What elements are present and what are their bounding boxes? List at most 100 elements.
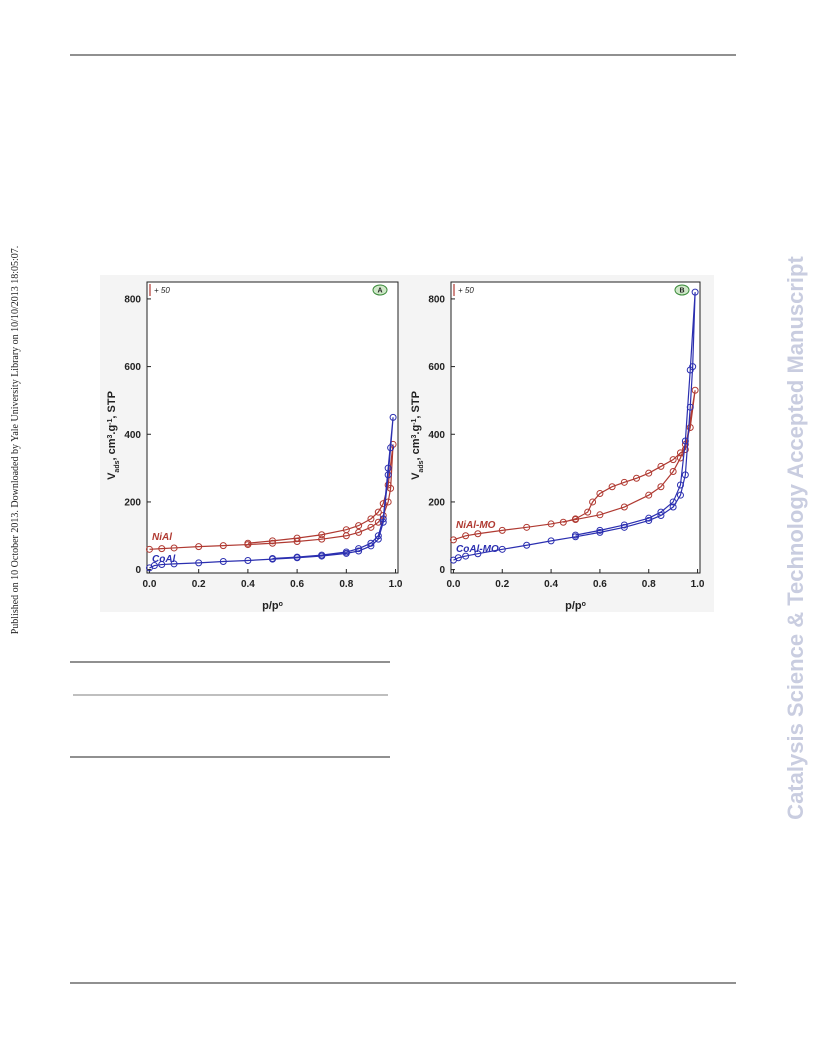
y-tick-label: 400	[124, 430, 141, 441]
data-point	[269, 537, 276, 545]
data-point	[244, 539, 252, 547]
data-point	[669, 498, 677, 506]
x-tick-label: 0.2	[192, 579, 206, 590]
data-point	[367, 515, 375, 523]
x-axis-label-part: o	[279, 601, 283, 608]
data-point	[523, 523, 531, 531]
series-line	[453, 292, 696, 561]
data-point	[374, 508, 382, 516]
panel-label: B	[679, 288, 684, 295]
data-point	[158, 545, 166, 553]
y-axis-label-part: , cm	[410, 438, 422, 460]
data-point	[645, 517, 653, 525]
x-axis-label: p/po	[262, 600, 283, 612]
data-point	[387, 444, 395, 452]
data-point	[669, 503, 677, 511]
y-axis-label-part: -1	[107, 418, 114, 424]
y-tick-label: 800	[428, 294, 445, 305]
data-point	[367, 523, 375, 531]
x-tick-label: 0.4	[544, 579, 558, 590]
data-point	[293, 553, 301, 561]
data-point	[195, 543, 203, 551]
data-point	[676, 491, 684, 499]
y-axis-label-part: ads	[114, 460, 121, 472]
y-axis-label-part: , cm	[106, 438, 118, 460]
watermark: Catalysis Science & Technology Accepted …	[783, 256, 808, 820]
data-point	[318, 531, 326, 539]
data-point	[170, 544, 178, 552]
data-point	[657, 511, 665, 519]
data-point	[379, 518, 387, 526]
x-tick-label: 1.0	[389, 579, 403, 590]
data-point	[462, 552, 470, 560]
data-point	[657, 483, 665, 491]
data-point	[449, 536, 457, 544]
data-point	[633, 474, 641, 482]
data-point	[318, 551, 326, 559]
data-point	[681, 471, 689, 479]
data-point	[355, 528, 363, 536]
data-point	[342, 526, 350, 534]
y-tick-label: 0	[439, 565, 445, 576]
data-point	[498, 526, 506, 534]
data-point	[681, 437, 689, 445]
data-point	[367, 539, 375, 547]
data-point	[379, 515, 387, 523]
data-point	[342, 548, 350, 556]
data-point	[620, 521, 628, 529]
x-tick-label: 0.0	[446, 579, 460, 590]
plot-area	[450, 281, 701, 574]
y-axis-label-part: , STP	[410, 391, 422, 419]
data-point	[158, 561, 166, 569]
data-point	[681, 445, 689, 453]
data-point	[572, 531, 579, 539]
data-point	[195, 559, 203, 567]
data-point	[608, 483, 616, 491]
x-tick-label: 0.8	[642, 579, 656, 590]
data-point	[686, 403, 694, 411]
y-tick-label: 200	[428, 497, 445, 508]
data-point	[657, 508, 665, 516]
panel-badge	[674, 284, 690, 296]
data-point	[559, 518, 567, 526]
data-point	[645, 491, 653, 499]
data-point	[589, 498, 597, 506]
data-point	[669, 456, 677, 464]
x-tick-label: 0.8	[339, 579, 353, 590]
data-point	[596, 528, 604, 536]
y-axis-label-part: .g	[410, 425, 422, 435]
data-point	[269, 539, 276, 547]
series-line	[453, 390, 696, 541]
data-point	[620, 503, 628, 511]
data-point	[318, 535, 326, 543]
panel-label: A	[377, 288, 382, 295]
data-point	[645, 514, 653, 522]
x-axis-label-part: p/p	[262, 600, 279, 612]
data-point	[474, 550, 482, 558]
data-point	[293, 538, 301, 546]
data-point	[645, 469, 653, 477]
series-label: CoAl-MO	[456, 544, 499, 555]
data-point	[620, 523, 628, 531]
series-label: NiAl	[152, 532, 172, 543]
data-point	[584, 508, 592, 516]
x-tick-label: 0.6	[593, 579, 607, 590]
data-point	[596, 526, 604, 534]
data-point	[244, 556, 252, 564]
data-point	[686, 366, 694, 374]
data-point	[389, 413, 397, 421]
data-point	[269, 554, 276, 562]
data-point	[219, 557, 227, 565]
chart: 0 200 400 600 800 0.0 0.2 0.4 0.6 0.8 1.0 Vads, cm3…	[100, 275, 410, 612]
y-axis-label: Vads, cm3.g-1, STP	[106, 391, 121, 480]
x-axis-label-part: o	[582, 601, 586, 608]
y-axis-label-part: V	[410, 472, 422, 480]
side-note: Published on 10 October 2013. Downloaded…	[10, 246, 21, 635]
y-axis-label-part: , STP	[106, 391, 118, 419]
data-point	[462, 532, 470, 540]
data-point	[384, 464, 392, 472]
y-axis-label-part: 3	[411, 435, 418, 439]
y-axis-label-part: .g	[106, 425, 118, 435]
data-point	[374, 535, 382, 543]
